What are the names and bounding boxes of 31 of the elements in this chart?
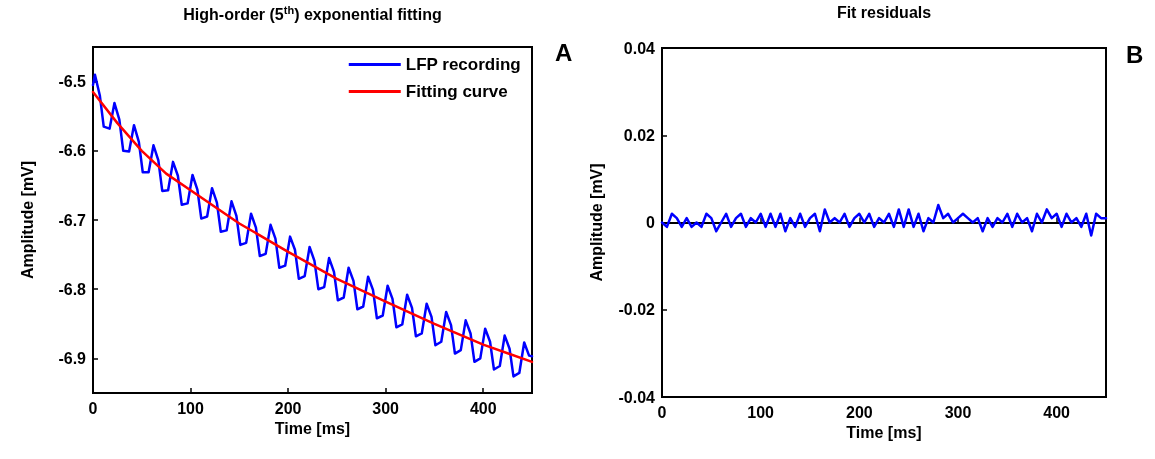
chart-title: High-order (5$^{th}$) exponential fitting [182,4,443,25]
x-tick-label: 0 [88,399,98,417]
x-tick-label: 300 [372,399,400,417]
x-tick-label: 300 [944,403,972,421]
line-series [660,203,1108,237]
y-tick-label: -6.6 [58,142,87,160]
x-tick-label: 0 [657,403,667,421]
y-tick-label: 0.04 [623,39,656,57]
legend-label: LFP recording [405,55,521,74]
chart-title: Fit residuals [835,4,933,22]
x-tick-label: 100 [747,403,775,421]
x-tick-label: 200 [845,403,873,421]
x-tick-label: 400 [1043,403,1071,421]
y-tick-label: -6.7 [58,211,87,229]
x-tick-label: 200 [274,399,302,417]
y-tick-label: -6.9 [58,349,87,367]
text: A [555,39,573,67]
x-tick-label: 400 [469,399,497,417]
x-axis-title: Time [ms] [274,420,351,438]
x-tick-label: 100 [177,399,204,417]
y-tick-label: 0 [646,214,656,231]
y-axis-title: Amplitude [mV] [18,160,36,280]
y-tick-label: 0.02 [623,126,656,144]
text: B [1126,41,1144,69]
y-axis-title: Amplitude [mV] [587,163,605,282]
legend-label: Fitting curve [405,82,508,101]
x-axis-title: Time [ms] [846,424,922,442]
y-tick-label: -0.04 [618,388,656,406]
y-tick-label: -6.5 [58,73,87,91]
y-tick-label: -0.02 [618,301,656,319]
y-tick-label: -6.8 [58,280,87,298]
